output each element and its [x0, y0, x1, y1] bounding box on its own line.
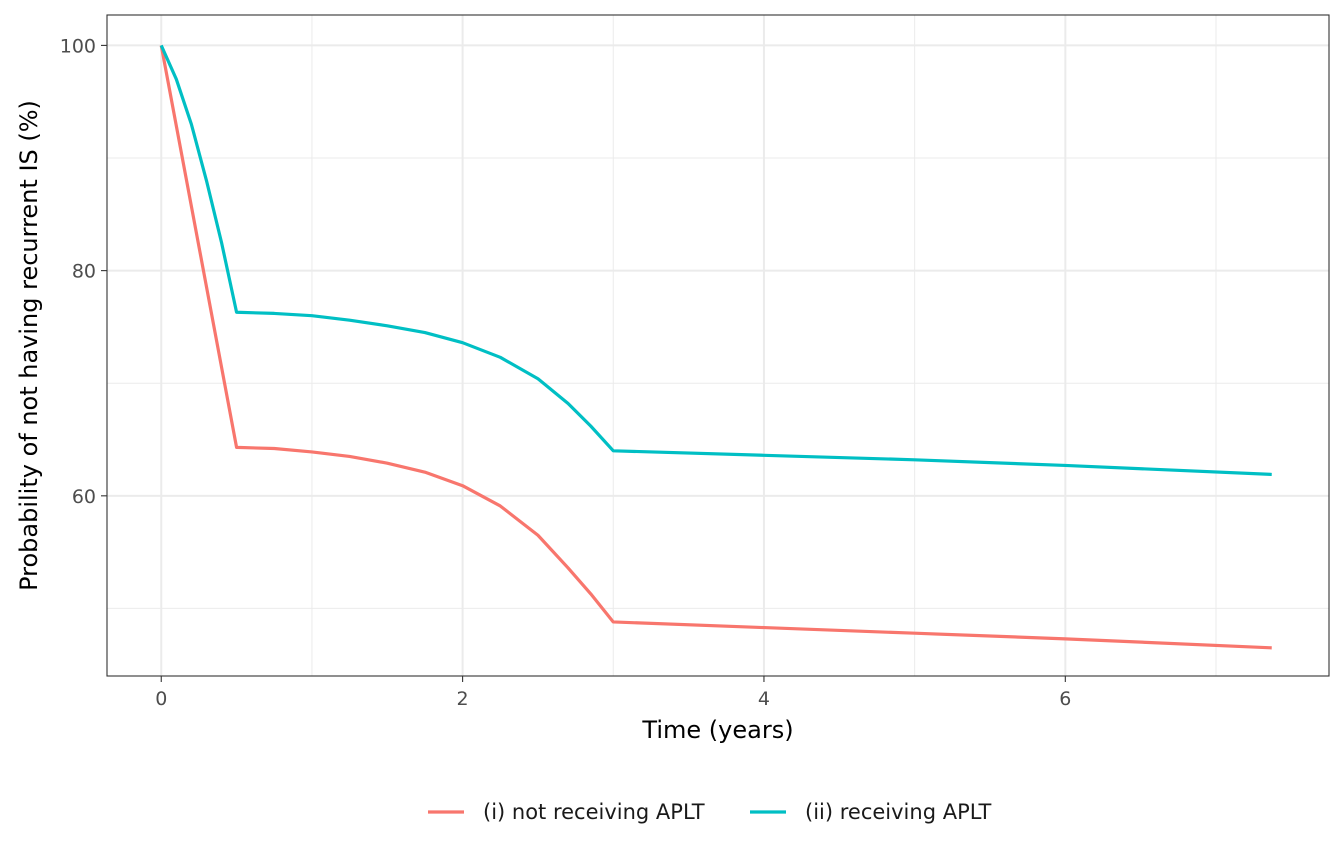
series-line-2	[159, 44, 1272, 477]
y-axis-title: Probability of not having recurrent IS (…	[15, 100, 43, 591]
grid-layer	[107, 15, 1329, 676]
panel-border	[106, 14, 1330, 677]
x-tick-label: 0	[155, 688, 167, 710]
series-line-1	[159, 45, 1272, 650]
series-layer	[159, 44, 1272, 650]
y-tick-label: 80	[72, 261, 96, 283]
x-axis-title: Time (years)	[641, 716, 793, 744]
x-tick-label: 4	[758, 688, 770, 710]
x-tick-label: 2	[457, 688, 469, 710]
legend-label-1: (i) not receiving APLT	[483, 800, 705, 824]
y-tick-label: 60	[72, 486, 96, 508]
y-tick-label: 100	[60, 35, 96, 57]
legend-label-2: (ii) receiving APLT	[805, 800, 992, 824]
legend: (i) not receiving APLT (ii) receiving APL…	[428, 800, 992, 824]
x-tick-label: 6	[1059, 688, 1071, 710]
axis-layer: 0 2 4 6 60 80 100	[60, 35, 1072, 710]
